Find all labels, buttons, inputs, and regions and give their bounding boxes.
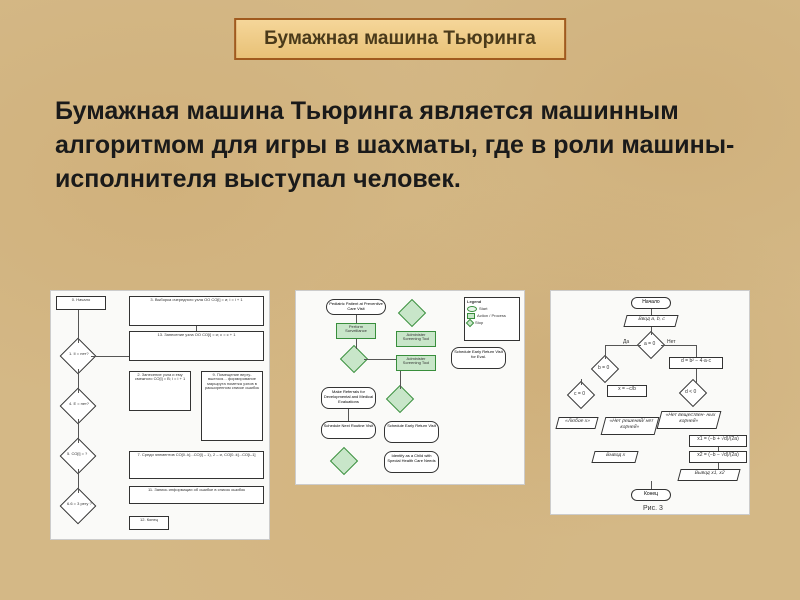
fig2-edge (348, 409, 349, 421)
fig1-edge (78, 419, 79, 443)
fig3-edge (605, 345, 606, 359)
fig1-node-r11: 11. Запись информации об ошибке в список… (129, 486, 264, 504)
fig1-node-h0: 0. Начало (56, 296, 106, 310)
title-text: Бумажная машина Тьюринга (264, 28, 536, 49)
figures-row: 0. Начало 3. Выборка очередного узла ОО … (50, 290, 750, 540)
fig3-edge (651, 481, 652, 489)
fig3-end: Конец (631, 489, 671, 501)
fig1-node-r13: 13. Занесение узла ОО СО[i] = и; c = c +… (129, 331, 264, 361)
fig1-edge (91, 356, 129, 357)
fig2-legend-start: Start (479, 307, 487, 311)
fig1-node-r7: 7. Среди элементов СО[0..k]...СО[i] – 1)… (129, 451, 264, 479)
fig3-edge (718, 463, 719, 469)
fig3-dc-label: c = 0 (574, 391, 585, 397)
fig3-any: «Любое x» (555, 417, 598, 429)
fig3-x1: x1 = (−b + √d)/(2a) (689, 435, 747, 447)
fig1-edge (78, 310, 79, 343)
fig1-d5-label: 5. СО[i] = ? (67, 451, 87, 456)
fig2-node-r3: Schedule Next Routine Visit (321, 421, 376, 439)
fig1-edge (78, 469, 79, 493)
fig2-edge (364, 359, 396, 360)
fig2-node-d2 (398, 299, 426, 327)
fig3-calcd: d = b² − 4·a·c (669, 357, 723, 369)
fig3-outx: Вывод x (591, 451, 638, 463)
fig2-legend-stop: Stop (475, 321, 483, 325)
fig3-edge (605, 345, 641, 346)
fig1-edge (196, 326, 197, 331)
fig1-node-r9: 9. Помещение вергу- вшегося... формирова… (201, 371, 263, 441)
fig1-edge (78, 369, 79, 393)
fig2-node-s1: Pediatric Patient at Preventive Care Vis… (326, 299, 386, 315)
fig1-d1-label: 1. II = нет? (69, 351, 89, 356)
fig3-caption: Рис. 3 (643, 505, 663, 512)
fig2-node-r1: Schedule Early Return Visit for Eval. (451, 347, 506, 369)
fig3-input: Ввод a, b, c (623, 315, 678, 327)
fig2-node-r2: Make Referrals for Developmental and Med… (321, 387, 376, 409)
figure-1-flowchart: 0. Начало 3. Выборка очередного узла ОО … (50, 290, 270, 540)
figure-3-flowchart: Начало Ввод a, b, c a = 0 Да Нет b = 0 d… (550, 290, 750, 515)
fig2-edge (356, 315, 357, 323)
figure-2-flowchart: Pediatric Patient at Preventive Care Vis… (295, 290, 525, 485)
body-text: Бумажная машина Тьюринга является машинн… (55, 97, 734, 193)
fig3-novesch: «Нет веществен- ных корней» (657, 411, 722, 429)
fig2-node-p1: Perform Surveillance (336, 323, 376, 339)
fig2-node-p2: Administer Screening Tool (396, 331, 436, 347)
fig1-d6-label: 6.6 = 3 регу ? (67, 501, 92, 506)
fig3-edge (696, 345, 697, 357)
fig1-node-r2: 2. Занесение узла и ему смежного СО[i] =… (129, 371, 191, 411)
fig3-edge (581, 379, 582, 385)
fig3-edge (696, 369, 697, 383)
title-banner: Бумажная машина Тьюринга (234, 18, 566, 60)
fig2-edge (400, 371, 401, 389)
fig3-edge (651, 327, 652, 335)
fig3-dd-label: d < 0 (685, 389, 696, 395)
fig3-edge (651, 309, 652, 315)
fig2-legend-action: Action / Process (477, 314, 506, 318)
fig1-node-r3: 3. Выборка очередного узла ОО СО[i] = и;… (129, 296, 264, 326)
fig3-x2: x2 = (−b − √d)/(2a) (689, 451, 747, 463)
fig3-edge (661, 345, 696, 346)
fig3-edge (718, 447, 719, 451)
fig2-node-p3: Administer Screening Tool (396, 355, 436, 371)
fig1-d4-label: 4. E = нет? (69, 401, 89, 406)
fig2-edge (356, 339, 357, 349)
fig2-node-d3 (386, 385, 414, 413)
fig1-node-d6 (60, 488, 97, 525)
fig3-start: Начало (631, 297, 671, 309)
fig3-db-label: b = 0 (598, 365, 609, 371)
body-paragraph: Бумажная машина Тьюринга является машинн… (55, 95, 745, 196)
fig3-none: «Нет решений/ нет корней» (601, 417, 660, 435)
fig3-da-label: a = 0 (644, 341, 655, 347)
fig2-node-r5: Identify as a Child with Special Health … (384, 451, 439, 473)
fig2-node-d4 (330, 447, 358, 475)
fig2-legend: Legend Start Action / Process Stop (464, 297, 520, 341)
fig3-outx12: Вывод x1, x2 (677, 469, 740, 481)
fig2-legend-title: Legend (467, 300, 517, 304)
fig3-xcb: x = −c/b (607, 385, 647, 397)
fig1-node-r12: 12. Конец (129, 516, 169, 530)
fig2-node-r4: Schedule Early Return Visit (384, 421, 439, 443)
